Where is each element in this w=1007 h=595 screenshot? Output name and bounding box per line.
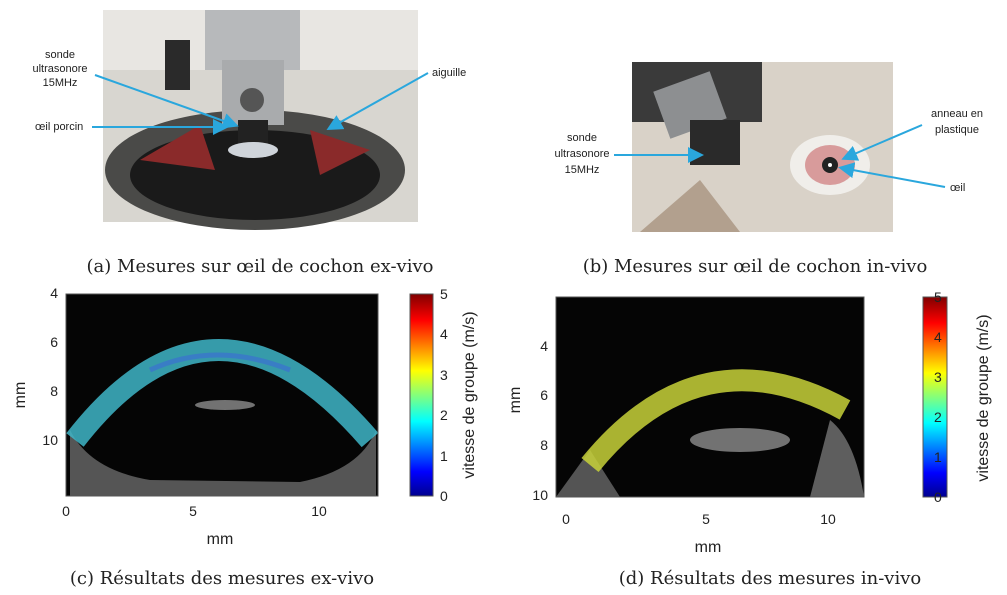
colorbar-tick-label: 4 [440, 326, 448, 342]
y-axis-label: mm [12, 382, 29, 409]
y-tick-label: 6 [540, 387, 548, 403]
colorbar-tick-label: 3 [440, 367, 448, 383]
x-tick-label: 0 [562, 511, 570, 527]
x-tick-label: 0 [62, 503, 70, 519]
x-tick-label: 5 [702, 511, 710, 527]
annotation: 15MHz [43, 77, 78, 89]
x-axis-label: mm [695, 539, 722, 556]
caption: (d) Résultats des mesures in-vivo [619, 568, 922, 589]
colorbar [410, 294, 433, 496]
colorbar-tick-label: 3 [934, 369, 942, 385]
colorbar-label: vitesse de groupe (m/s) [461, 311, 478, 478]
colorbar-tick-label: 0 [440, 488, 448, 504]
colorbar-tick-label: 5 [440, 286, 448, 302]
annotation: 15MHz [565, 164, 600, 176]
annotation: plastique [935, 124, 979, 136]
y-tick-label: 8 [540, 437, 548, 453]
caption: (a) Mesures sur œil de cochon ex-vivo [87, 256, 434, 277]
colorbar-tick-label: 1 [440, 448, 448, 464]
y-tick-label: 4 [540, 338, 548, 354]
photo-in-vivo [632, 62, 893, 232]
y-axis-label: mm [507, 387, 524, 414]
x-tick-label: 5 [189, 503, 197, 519]
colorbar-tick-label: 2 [440, 407, 448, 423]
y-tick-label: 8 [50, 383, 58, 399]
figure: sonde ultrasonore 15MHz aiguille œil por… [0, 0, 1007, 595]
annotation: ultrasonore [32, 63, 87, 75]
x-axis-label: mm [207, 531, 234, 548]
annotation: œil porcin [35, 121, 83, 133]
ultrasound-in-vivo [556, 297, 864, 497]
annotation: œil [950, 182, 965, 194]
photo-ex-vivo [103, 10, 418, 230]
x-tick-label: 10 [820, 511, 836, 527]
colorbar-tick-label: 4 [934, 329, 942, 345]
caption: (c) Résultats des mesures ex-vivo [70, 568, 374, 589]
colorbar [923, 297, 947, 497]
y-tick-label: 4 [50, 285, 58, 301]
annotation: ultrasonore [554, 148, 609, 160]
x-tick-label: 10 [311, 503, 327, 519]
annotation: anneau en [931, 108, 983, 120]
colorbar-tick-label: 2 [934, 409, 942, 425]
colorbar-label: vitesse de groupe (m/s) [975, 314, 992, 481]
caption: (b) Mesures sur œil de cochon in-vivo [583, 256, 928, 277]
y-tick-label: 6 [50, 334, 58, 350]
colorbar-tick-label: 5 [934, 289, 942, 305]
colorbar-tick-label: 1 [934, 449, 942, 465]
ultrasound-ex-vivo [66, 294, 378, 496]
y-tick-label: 10 [42, 432, 58, 448]
y-tick-label: 10 [532, 487, 548, 503]
annotation: sonde [567, 132, 597, 144]
annotation: aiguille [432, 67, 466, 79]
colorbar-tick-label: 0 [934, 489, 942, 505]
annotation: sonde [45, 49, 75, 61]
